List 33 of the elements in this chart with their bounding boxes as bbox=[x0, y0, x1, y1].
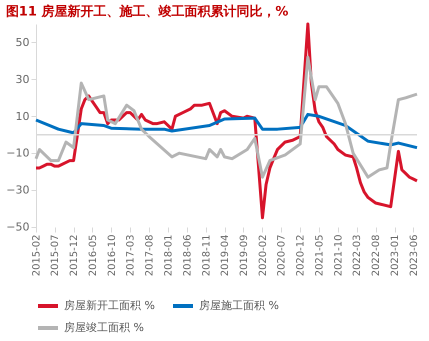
x-tick-label: 2018-11 bbox=[201, 234, 212, 276]
x-tick-label: 2018-06 bbox=[182, 234, 194, 276]
line-series bbox=[34, 56, 418, 179]
y-tick-label: 10 bbox=[16, 110, 30, 123]
y-tick-label: −30 bbox=[6, 184, 30, 197]
x-tick-label: 2021-10 bbox=[333, 234, 344, 276]
x-tick-label: 2017-08 bbox=[144, 234, 156, 276]
y-tick-label: 50 bbox=[16, 36, 30, 49]
x-tick-label: 2015-12 bbox=[69, 234, 80, 276]
x-tick-label: 2016-05 bbox=[88, 234, 99, 276]
x-tick-label: 2023-06 bbox=[408, 234, 420, 276]
legend-label: 房屋新开工面积 % bbox=[64, 299, 155, 312]
x-tick-label: 2020-02 bbox=[258, 234, 269, 276]
y-tick-label: −10 bbox=[6, 146, 30, 160]
x-tick-label: 2022-03 bbox=[352, 234, 364, 276]
chart-title: 图11 房屋新开工、施工、竣工面积累计同比，% bbox=[6, 4, 288, 20]
x-tick-label: 2020-12 bbox=[296, 234, 307, 276]
y-tick-label: 30 bbox=[16, 72, 30, 86]
x-tick-label: 2018-01 bbox=[164, 234, 175, 276]
line-series bbox=[34, 112, 418, 150]
x-tick-label: 2017-03 bbox=[126, 234, 137, 276]
legend-label: 房屋施工面积 % bbox=[199, 299, 279, 312]
x-tick-label: 2019-09 bbox=[238, 234, 250, 276]
y-tick-label: −50 bbox=[6, 220, 30, 234]
x-tick-label: 2020-07 bbox=[276, 234, 288, 276]
x-tick-label: 2016-10 bbox=[106, 234, 118, 276]
x-tick-label: 2022-08 bbox=[371, 234, 382, 276]
x-tick-label: 2015-07 bbox=[50, 234, 62, 276]
legend-label: 房屋竣工面积 % bbox=[64, 321, 144, 334]
x-tick-label: 2021-05 bbox=[314, 234, 326, 276]
x-tick-label: 2019-04 bbox=[220, 234, 232, 276]
x-tick-label: 2023-01 bbox=[390, 234, 402, 276]
x-tick-label: 2015-02 bbox=[32, 234, 42, 276]
